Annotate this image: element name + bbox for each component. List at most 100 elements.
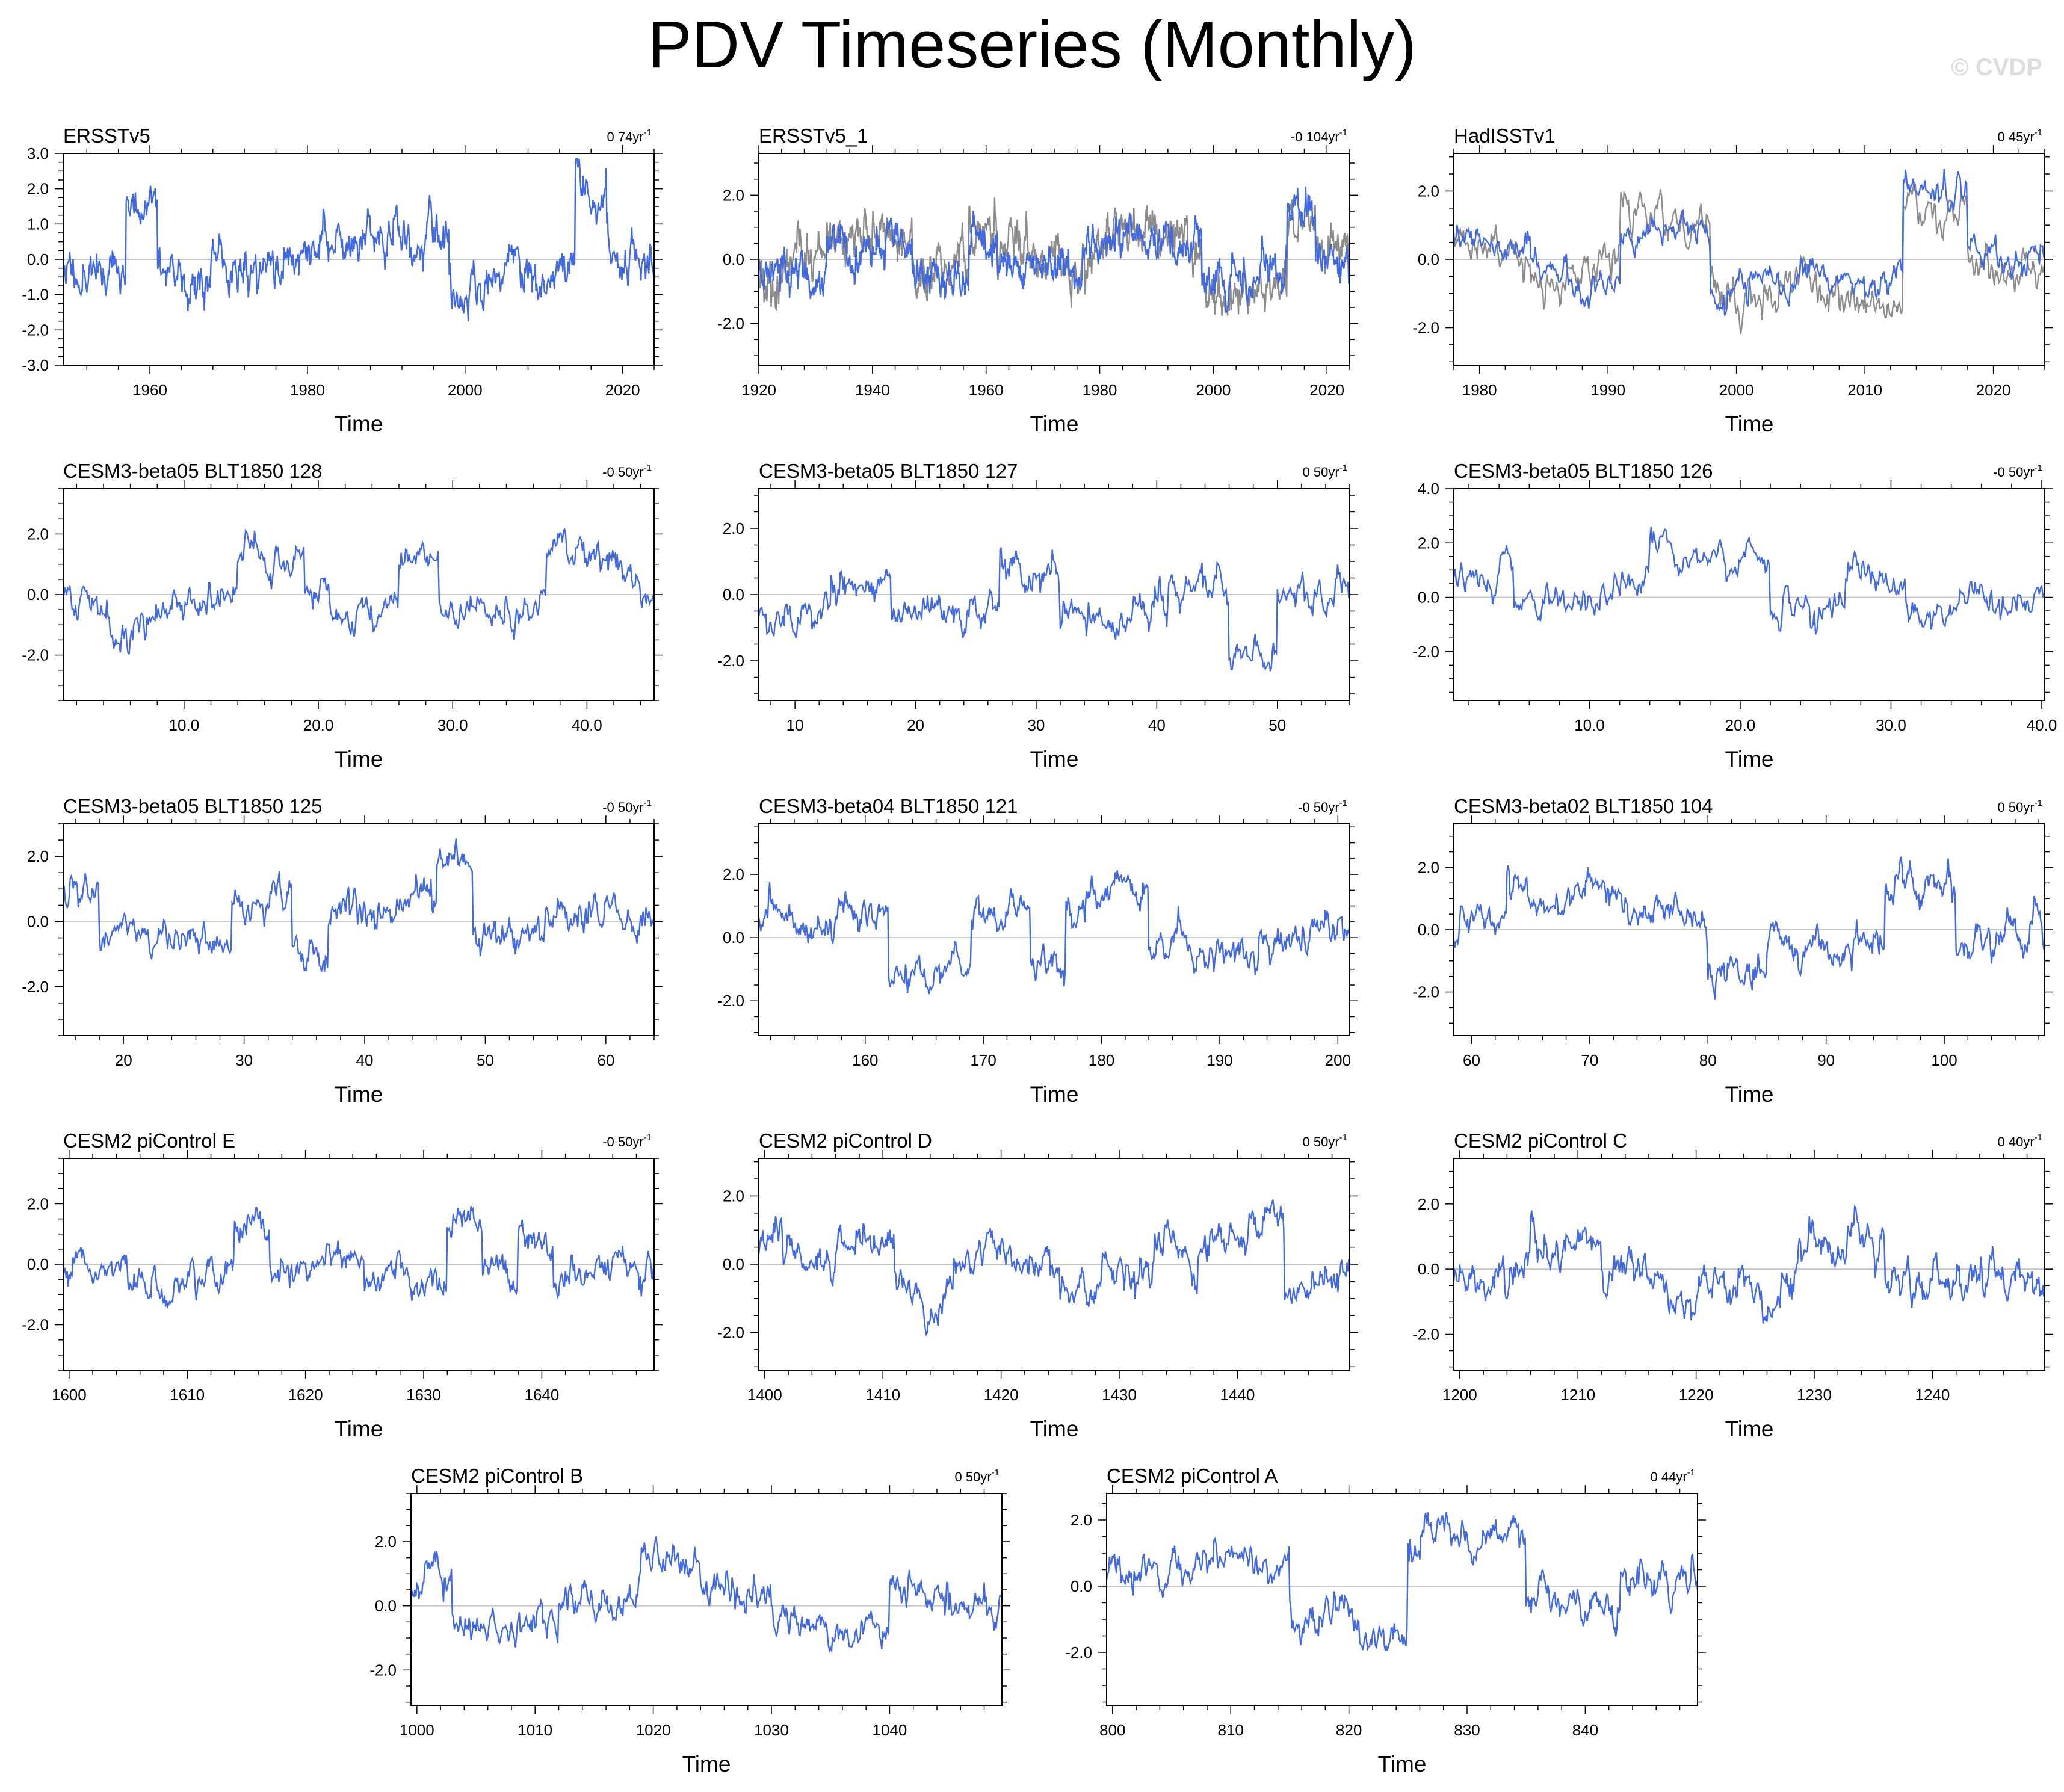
x-axis-label: Time (1030, 412, 1079, 436)
y-tick-label: -2.0 (1412, 319, 1439, 337)
y-tick-label: -2.0 (717, 315, 744, 333)
pdv-series-line (1454, 169, 2045, 316)
x-tick-label: 2020 (605, 381, 640, 399)
x-tick-label: 1980 (290, 381, 325, 399)
x-tick-label: 1640 (524, 1386, 559, 1404)
trend-label: 0 50yr-1 (1303, 1132, 1348, 1149)
x-tick-label: 10.0 (1574, 716, 1605, 734)
y-tick-label: 0.0 (375, 1597, 397, 1615)
trend-label: -0 50yr-1 (1993, 463, 2042, 480)
x-tick-label: 80 (1699, 1051, 1717, 1069)
y-tick-label: 3.0 (27, 144, 49, 162)
x-tick-label: 1020 (636, 1721, 671, 1739)
trend-label: 0 44yr-1 (1651, 1468, 1696, 1485)
y-tick-label: 0.0 (723, 250, 744, 268)
x-tick-label: 2000 (448, 381, 483, 399)
y-tick-label: -2.0 (717, 992, 744, 1010)
x-tick-label: 10 (786, 716, 804, 734)
pdv-series-line (759, 547, 1350, 672)
plot-frame (410, 1493, 1003, 1706)
x-tick-label: 50 (1268, 716, 1286, 734)
trend-label: -0 104yr-1 (1291, 128, 1347, 144)
panel-title: CESM2 piControl E (63, 1129, 235, 1152)
panel-title: CESM3-beta05 BLT1850 125 (63, 795, 323, 817)
y-tick-label: -3.0 (22, 356, 49, 374)
y-tick-label: 0.0 (1418, 589, 1439, 607)
x-tick-label: 2010 (1847, 381, 1882, 399)
trend-label: 0 50yr-1 (1303, 463, 1348, 480)
x-tick-label: 1010 (518, 1721, 552, 1739)
x-tick-label: 2020 (1976, 381, 2011, 399)
x-tick-label: 20 (907, 716, 924, 734)
trend-label: 0 50yr-1 (1998, 798, 2043, 815)
trend-label: -0 50yr-1 (602, 463, 652, 480)
x-tick-label: 60 (1463, 1051, 1480, 1069)
x-tick-label: 1420 (984, 1386, 1019, 1404)
y-tick-label: 0.0 (723, 928, 744, 947)
x-tick-label: 200 (1325, 1051, 1351, 1069)
y-tick-label: 2.0 (27, 1194, 49, 1213)
y-tick-label: 2.0 (1418, 858, 1439, 876)
panel-title: CESM2 piControl D (759, 1129, 932, 1152)
y-tick-label: 2.0 (375, 1533, 397, 1551)
x-tick-label: 1230 (1797, 1386, 1832, 1404)
x-tick-label: 90 (1817, 1051, 1835, 1069)
x-tick-label: 800 (1099, 1721, 1125, 1739)
plot-frame (1453, 1158, 2045, 1371)
x-tick-label: 1630 (406, 1386, 441, 1404)
x-tick-label: 1220 (1679, 1386, 1714, 1404)
x-tick-label: 1000 (400, 1721, 434, 1739)
pdv-series-line (1454, 527, 2045, 635)
x-tick-label: 40 (1148, 716, 1166, 734)
panel-4: CESM3-beta05 BLT1850 127 0 50yr-1 -2.0 0.0 2… (717, 460, 1358, 771)
trend-label: 0 74yr-1 (607, 128, 652, 144)
panel-title: ERSSTv5 (63, 125, 150, 147)
x-axis-label: Time (1725, 1082, 1774, 1107)
panel-6: CESM3-beta05 BLT1850 125 -0 50yr-1 -2.0 0.0… (22, 795, 663, 1107)
y-tick-label: 0.0 (1071, 1577, 1092, 1595)
trend-label: -0 50yr-1 (602, 798, 652, 815)
y-tick-label: -2.0 (22, 321, 49, 339)
x-tick-label: 1980 (1083, 381, 1117, 399)
x-tick-label: 160 (852, 1051, 878, 1069)
y-tick-label: 2.0 (1418, 1195, 1439, 1213)
y-tick-label: 2.0 (1418, 182, 1439, 200)
y-tick-label: 2.0 (1071, 1511, 1092, 1529)
y-tick-label: -1.0 (22, 286, 49, 304)
x-axis-label: Time (1725, 747, 1774, 771)
pdv-series-line (63, 528, 654, 655)
x-axis-label: Time (335, 1082, 383, 1107)
y-tick-label: 2.0 (723, 865, 744, 883)
y-tick-label: 0.0 (27, 250, 49, 268)
x-tick-label: 1620 (288, 1386, 323, 1404)
panel-title: CESM3-beta05 BLT1850 127 (759, 460, 1018, 482)
overlay-series-line (1454, 181, 2045, 334)
panel-10: CESM2 piControl D 0 50yr-1 -2.0 0.0 2.0 1400 1… (717, 1129, 1358, 1441)
panel-2: HadISSTv1 0 45yr-1 -2.0 0.0 2.0 1980 1990 2000 2… (1412, 125, 2053, 436)
x-tick-label: 180 (1089, 1051, 1114, 1069)
pdv-series-line (63, 838, 654, 972)
x-axis-label: Time (1378, 1752, 1427, 1776)
y-tick-label: 0.0 (1418, 1260, 1439, 1278)
x-tick-label: 1920 (741, 381, 776, 399)
x-tick-label: 10.0 (169, 716, 200, 734)
x-axis-label: Time (1725, 412, 1774, 436)
x-tick-label: 1040 (872, 1721, 907, 1739)
x-tick-label: 1600 (52, 1386, 87, 1404)
y-tick-label: 2.0 (723, 1187, 744, 1205)
x-tick-label: 2000 (1719, 381, 1754, 399)
x-tick-label: 1960 (132, 381, 167, 399)
x-axis-label: Time (1725, 1417, 1774, 1441)
y-tick-label: 2.0 (723, 519, 744, 537)
panel-title: CESM2 piControl A (1107, 1465, 1278, 1487)
plot-frame (1106, 1493, 1698, 1706)
pdv-series-line (411, 1536, 1002, 1653)
x-tick-label: 20.0 (303, 716, 334, 734)
y-tick-label: -2.0 (1412, 983, 1439, 1001)
trend-label: 0 40yr-1 (1998, 1132, 2043, 1149)
trend-label: 0 50yr-1 (955, 1468, 1000, 1485)
watermark: © CVDP (1951, 54, 2042, 81)
panel-5: CESM3-beta05 BLT1850 126 -0 50yr-1 -2.0 0.0… (1412, 460, 2057, 771)
pdv-series-line (63, 158, 654, 322)
x-tick-label: 1430 (1102, 1386, 1137, 1404)
